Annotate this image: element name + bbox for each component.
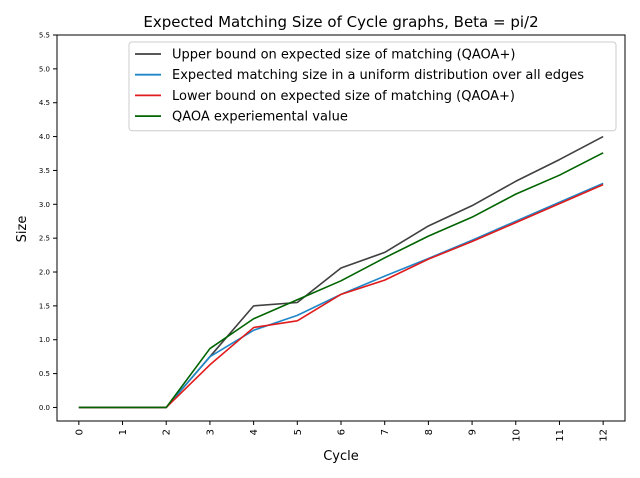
x-tick-label: 7: [380, 429, 391, 435]
y-tick-label: 0.5: [39, 370, 50, 378]
x-tick-label: 12: [599, 429, 610, 442]
legend-label-3: Lower bound on expected size of matching…: [172, 89, 515, 104]
plot-area: 0.00.51.01.52.02.53.03.54.04.55.05.50 1 2 3…: [39, 32, 626, 442]
x-tick-label: 11: [555, 429, 566, 442]
series-line-1: [78, 135, 604, 409]
y-tick-label: 3.0: [39, 201, 50, 209]
y-tick-label: 5.0: [39, 65, 50, 73]
series-line-2: [78, 182, 604, 409]
x-tick-label: 10: [511, 429, 522, 442]
chart-title: Expected Matching Size of Cycle graphs, …: [143, 13, 538, 31]
x-tick-label: 3: [205, 429, 216, 435]
y-tick-label: 4.0: [39, 133, 50, 141]
x-tick-label: 0: [74, 429, 85, 435]
y-tick-label: 0.0: [39, 404, 50, 412]
legend-label-2: Expected matching size in a uniform dist…: [172, 68, 584, 83]
x-tick-label: 4: [249, 429, 260, 435]
legend-label-4: QAOA experiemental value: [172, 110, 348, 125]
legend-label-1: Upper bound on expected size of matching…: [172, 48, 515, 63]
x-tick-label: 6: [337, 429, 348, 435]
y-tick-label: 5.5: [39, 32, 50, 40]
axes-frame: [56, 34, 626, 422]
x-tick-label: 2: [162, 429, 173, 435]
y-tick-label: 2.0: [39, 269, 50, 277]
y-tick-label: 3.5: [39, 167, 50, 175]
legend: Upper bound on expected size of matching…: [128, 41, 617, 132]
y-tick-label: 2.5: [39, 235, 50, 243]
y-tick-label: 1.5: [39, 302, 50, 310]
y-tick-label: 1.0: [39, 336, 50, 344]
y-axis-label: Size: [15, 216, 30, 243]
x-axis-label: Cycle: [323, 449, 359, 464]
legend-box: [128, 41, 617, 132]
x-tick-label: 1: [118, 429, 129, 435]
x-tick-label: 9: [468, 429, 479, 435]
series-line-4: [78, 152, 604, 409]
series-line-3: [78, 183, 604, 409]
x-tick-label: 8: [424, 429, 435, 435]
y-tick-label: 4.5: [39, 99, 50, 107]
x-tick-label: 5: [293, 429, 304, 435]
